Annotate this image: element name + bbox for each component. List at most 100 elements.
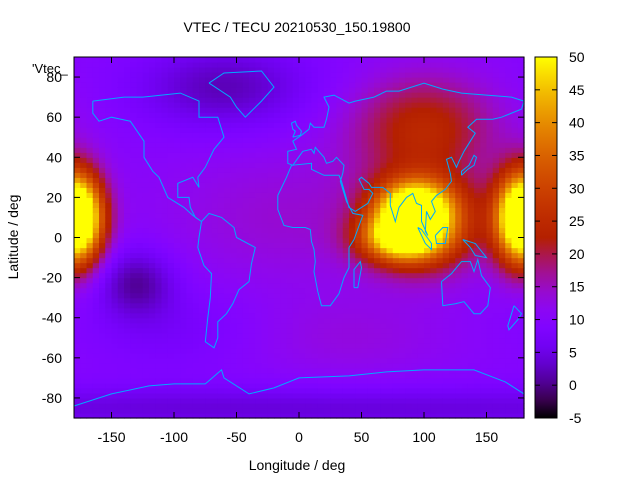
heatmap-cell bbox=[499, 157, 506, 163]
heatmap-cell bbox=[436, 72, 444, 78]
heatmap-cell bbox=[149, 252, 156, 259]
heatmap-cell bbox=[280, 367, 288, 374]
heatmap-cell bbox=[249, 197, 256, 203]
heatmap-cell bbox=[492, 332, 500, 339]
heatmap-cell bbox=[105, 292, 113, 299]
heatmap-cell bbox=[286, 217, 294, 224]
heatmap-cell bbox=[111, 147, 119, 153]
heatmap-cell bbox=[367, 192, 375, 198]
heatmap-cell bbox=[324, 307, 331, 314]
heatmap-cell bbox=[80, 412, 88, 419]
heatmap-cell bbox=[199, 197, 206, 203]
heatmap-cell bbox=[242, 92, 250, 98]
heatmap-cell bbox=[180, 187, 188, 193]
heatmap-cell bbox=[430, 112, 438, 118]
heatmap-cell bbox=[242, 277, 250, 284]
heatmap-cell bbox=[336, 67, 344, 73]
heatmap-cell bbox=[492, 277, 500, 284]
heatmap-cell bbox=[311, 122, 319, 128]
heatmap-cell bbox=[155, 222, 163, 229]
heatmap-cell bbox=[136, 387, 144, 394]
heatmap-cell bbox=[255, 222, 263, 229]
heatmap-cell bbox=[124, 297, 131, 304]
heatmap-cell bbox=[224, 407, 231, 414]
heatmap-cell bbox=[117, 267, 125, 274]
heatmap-cell bbox=[349, 122, 356, 128]
heatmap-cell bbox=[405, 252, 413, 259]
heatmap-cell bbox=[317, 127, 325, 133]
heatmap-cell bbox=[417, 387, 425, 394]
heatmap-cell bbox=[380, 212, 388, 219]
heatmap-cell bbox=[105, 207, 113, 214]
heatmap-cell bbox=[361, 262, 369, 269]
heatmap-cell bbox=[442, 337, 450, 344]
heatmap-cell bbox=[367, 287, 375, 294]
heatmap-cell bbox=[486, 307, 494, 314]
heatmap-cell bbox=[86, 217, 94, 224]
heatmap-cell bbox=[461, 122, 469, 128]
heatmap-cell bbox=[286, 172, 294, 178]
heatmap-cell bbox=[436, 202, 444, 209]
heatmap-cell bbox=[449, 362, 456, 369]
heatmap-cell bbox=[499, 72, 506, 78]
heatmap-cell bbox=[86, 187, 94, 193]
heatmap-cell bbox=[349, 152, 356, 158]
heatmap-cell bbox=[267, 242, 275, 249]
heatmap-cell bbox=[267, 177, 275, 183]
heatmap-cell bbox=[186, 407, 194, 414]
heatmap-cell bbox=[142, 137, 150, 143]
heatmap-cell bbox=[186, 172, 194, 178]
heatmap-cell bbox=[99, 152, 106, 158]
heatmap-cell bbox=[405, 327, 413, 334]
heatmap-cell bbox=[436, 152, 444, 158]
heatmap-cell bbox=[380, 312, 388, 319]
heatmap-cell bbox=[386, 62, 394, 68]
heatmap-cell bbox=[105, 217, 113, 224]
heatmap-cell bbox=[386, 402, 394, 409]
heatmap-cell bbox=[186, 142, 194, 148]
heatmap-cell bbox=[117, 57, 125, 63]
heatmap-cell bbox=[280, 352, 288, 359]
heatmap-cell bbox=[174, 382, 181, 389]
heatmap-cell bbox=[105, 357, 113, 364]
heatmap-cell bbox=[142, 147, 150, 153]
heatmap-cell bbox=[392, 337, 400, 344]
heatmap-cell bbox=[105, 392, 113, 399]
heatmap-cell bbox=[430, 172, 438, 178]
heatmap-cell bbox=[249, 222, 256, 229]
heatmap-cell bbox=[480, 192, 488, 198]
heatmap-cell bbox=[424, 262, 431, 269]
heatmap-cell bbox=[161, 107, 169, 113]
heatmap-cell bbox=[317, 82, 325, 88]
heatmap-cell bbox=[455, 202, 463, 209]
heatmap-cell bbox=[474, 72, 481, 78]
heatmap-cell bbox=[480, 177, 488, 183]
heatmap-cell bbox=[199, 402, 206, 409]
heatmap-cell bbox=[167, 57, 175, 63]
heatmap-cell bbox=[355, 387, 363, 394]
heatmap-cell bbox=[317, 237, 325, 244]
heatmap-cell bbox=[174, 217, 181, 224]
heatmap-cell bbox=[474, 87, 481, 93]
heatmap-cell bbox=[374, 137, 381, 143]
heatmap-cell bbox=[205, 387, 213, 394]
heatmap-cell bbox=[192, 142, 200, 148]
heatmap-cell bbox=[224, 292, 231, 299]
heatmap-cell bbox=[486, 247, 494, 254]
heatmap-cell bbox=[142, 412, 150, 419]
heatmap-cell bbox=[342, 282, 350, 289]
heatmap-cell bbox=[392, 227, 400, 234]
heatmap-cell bbox=[411, 327, 419, 334]
heatmap-cell bbox=[292, 267, 300, 274]
heatmap-cell bbox=[405, 122, 413, 128]
heatmap-cell bbox=[349, 157, 356, 163]
heatmap-cell bbox=[111, 117, 119, 123]
heatmap-cell bbox=[267, 267, 275, 274]
heatmap-cell bbox=[280, 202, 288, 209]
heatmap-cell bbox=[499, 297, 506, 304]
heatmap-cell bbox=[211, 197, 219, 203]
heatmap-cell bbox=[180, 112, 188, 118]
heatmap-cell bbox=[430, 397, 438, 404]
heatmap-cell bbox=[424, 252, 431, 259]
heatmap-cell bbox=[192, 107, 200, 113]
